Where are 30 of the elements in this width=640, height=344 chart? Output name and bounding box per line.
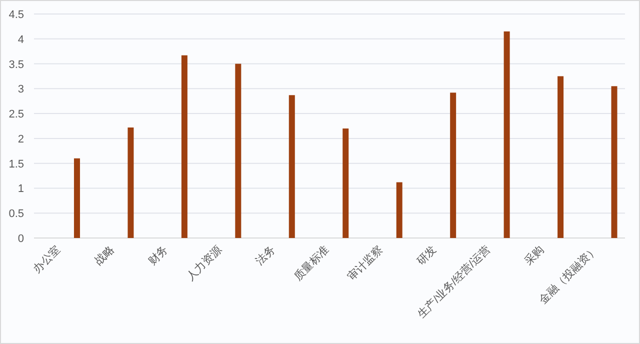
x-tick-label: 质量标准 — [291, 242, 332, 284]
y-tick-label: 1.5 — [8, 158, 24, 170]
x-tick-label: 审计监察 — [345, 242, 386, 284]
y-tick-label: 2 — [18, 133, 24, 146]
bar — [450, 92, 456, 238]
y-tick-label: 1 — [18, 183, 24, 196]
y-tick-label: 3.5 — [8, 58, 24, 71]
x-tick-label: 法务 — [253, 242, 278, 268]
x-tick-label: 研发 — [415, 244, 440, 268]
x-tick-label: 采购 — [522, 242, 547, 268]
bar — [181, 55, 188, 238]
x-tick-label: 办公室 — [30, 242, 63, 276]
bar — [288, 95, 295, 238]
y-tick-label: 4.5 — [8, 9, 24, 21]
y-tick-label: 3 — [18, 84, 24, 96]
bar — [558, 76, 564, 238]
x-tick-label: 人力资源 — [184, 242, 224, 284]
bar — [611, 86, 618, 238]
bar — [504, 31, 510, 238]
y-tick-label: 0 — [18, 233, 24, 245]
x-tick-label: 战略 — [92, 244, 117, 268]
y-tick-label: 4 — [18, 34, 24, 46]
bar — [128, 127, 134, 238]
bar — [396, 182, 402, 238]
y-tick-label: 0.5 — [8, 208, 24, 220]
x-tick-label: 财务 — [146, 242, 170, 268]
bar — [342, 128, 349, 238]
y-tick-label: 2.5 — [8, 108, 24, 121]
bar — [74, 158, 80, 238]
bar — [235, 64, 242, 238]
